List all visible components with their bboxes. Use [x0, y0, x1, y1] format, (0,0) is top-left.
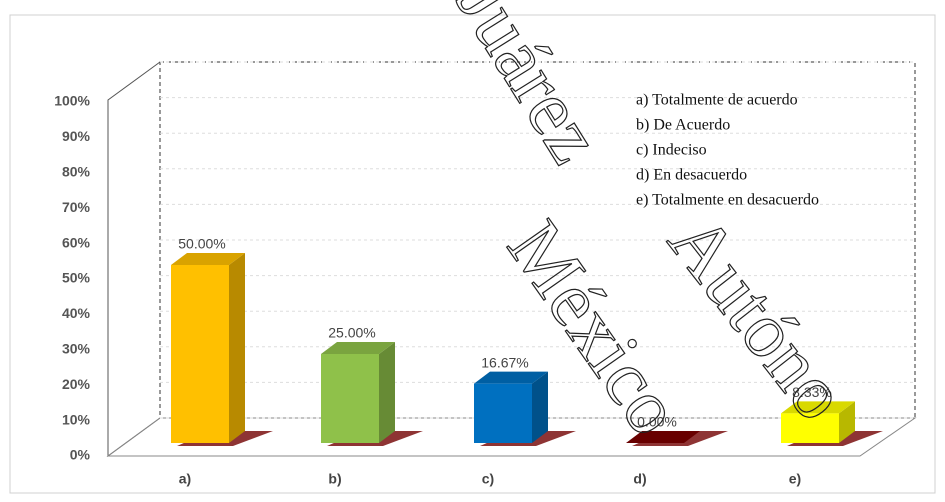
bar	[474, 383, 532, 443]
value-label: 25.00%	[328, 325, 375, 341]
y-tick-label: 10%	[62, 411, 91, 427]
bar-side	[379, 342, 395, 443]
legend-text: d) En desacuerdo	[636, 167, 747, 184]
chart-frame	[9, 14, 936, 494]
legend-text: a) Totalmente de acuerdo	[636, 92, 798, 109]
bar-side	[229, 253, 245, 443]
bar-top	[321, 342, 395, 354]
value-label: 50.00%	[178, 236, 225, 252]
bar	[171, 265, 229, 443]
x-tick-label: d)	[633, 471, 646, 487]
y-tick-label: 50%	[62, 270, 91, 286]
value-label: 8.33%	[792, 384, 832, 400]
value-label: 16.67%	[481, 354, 528, 370]
bar-top	[626, 431, 700, 443]
bar-top	[171, 253, 245, 265]
bar-side	[839, 401, 855, 443]
y-tick-label: 0%	[70, 447, 91, 463]
y-tick-label: 20%	[62, 376, 91, 392]
legend-text: e) Totalmente en desacuerdo	[636, 192, 819, 209]
value-label: 0.00%	[637, 414, 677, 430]
x-tick-label: a)	[179, 471, 191, 487]
y-tick-label: 30%	[62, 341, 91, 357]
y-tick-label: 70%	[62, 199, 91, 215]
back-wall	[159, 61, 916, 419]
legend-text: c) Indeciso	[636, 142, 707, 159]
y-tick-label: 60%	[62, 234, 91, 250]
bar-top	[474, 371, 548, 384]
y-tick-label: 90%	[62, 128, 91, 144]
bar-top	[781, 401, 855, 414]
y-tick-label: 100%	[54, 93, 90, 109]
y-tick-label: 40%	[62, 305, 91, 321]
floor	[106, 417, 917, 457]
x-tick-label: b)	[328, 471, 341, 487]
bar	[781, 413, 839, 443]
bar-side	[532, 371, 548, 443]
x-tick-label: c)	[482, 471, 494, 487]
x-tick-label: e)	[789, 471, 801, 487]
legend-text: b) De Acuerdo	[636, 117, 730, 134]
bar	[321, 354, 379, 443]
y-tick-label: 80%	[62, 164, 91, 180]
